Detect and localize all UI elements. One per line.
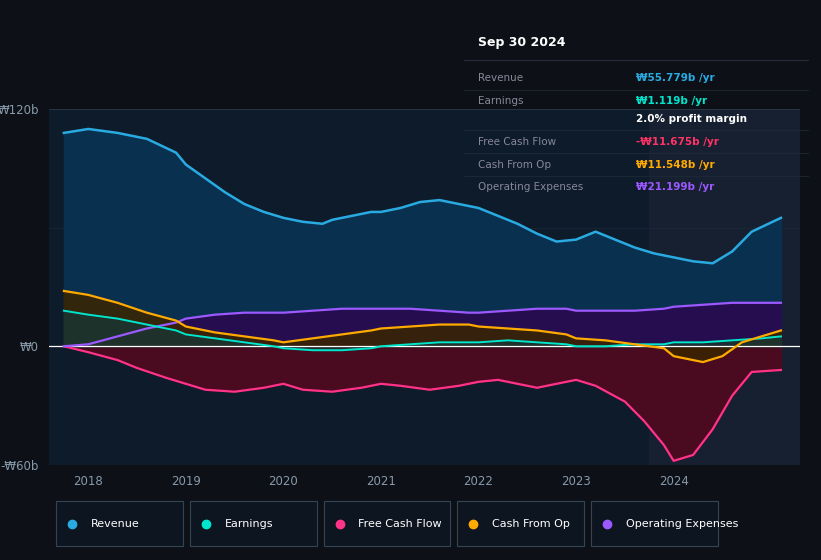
- Text: Operating Expenses: Operating Expenses: [478, 183, 583, 193]
- FancyBboxPatch shape: [457, 501, 584, 546]
- FancyBboxPatch shape: [591, 501, 718, 546]
- FancyBboxPatch shape: [323, 501, 450, 546]
- Text: Revenue: Revenue: [91, 519, 140, 529]
- Text: ₩55.779b /yr: ₩55.779b /yr: [636, 73, 715, 83]
- Text: -₩11.675b /yr: -₩11.675b /yr: [636, 137, 719, 147]
- Text: Free Cash Flow: Free Cash Flow: [359, 519, 442, 529]
- Text: Earnings: Earnings: [225, 519, 273, 529]
- Text: Free Cash Flow: Free Cash Flow: [478, 137, 556, 147]
- Text: Cash From Op: Cash From Op: [492, 519, 570, 529]
- Text: ₩1.119b /yr: ₩1.119b /yr: [636, 96, 708, 106]
- Text: Revenue: Revenue: [478, 73, 523, 83]
- Text: Sep 30 2024: Sep 30 2024: [478, 36, 565, 49]
- Text: ₩21.199b /yr: ₩21.199b /yr: [636, 183, 714, 193]
- Text: Operating Expenses: Operating Expenses: [626, 519, 738, 529]
- FancyBboxPatch shape: [57, 501, 183, 546]
- Text: Cash From Op: Cash From Op: [478, 160, 551, 170]
- Text: Earnings: Earnings: [478, 96, 523, 106]
- FancyBboxPatch shape: [190, 501, 317, 546]
- Text: 2.0% profit margin: 2.0% profit margin: [636, 114, 747, 124]
- Text: ₩11.548b /yr: ₩11.548b /yr: [636, 160, 715, 170]
- Bar: [649, 109, 800, 465]
